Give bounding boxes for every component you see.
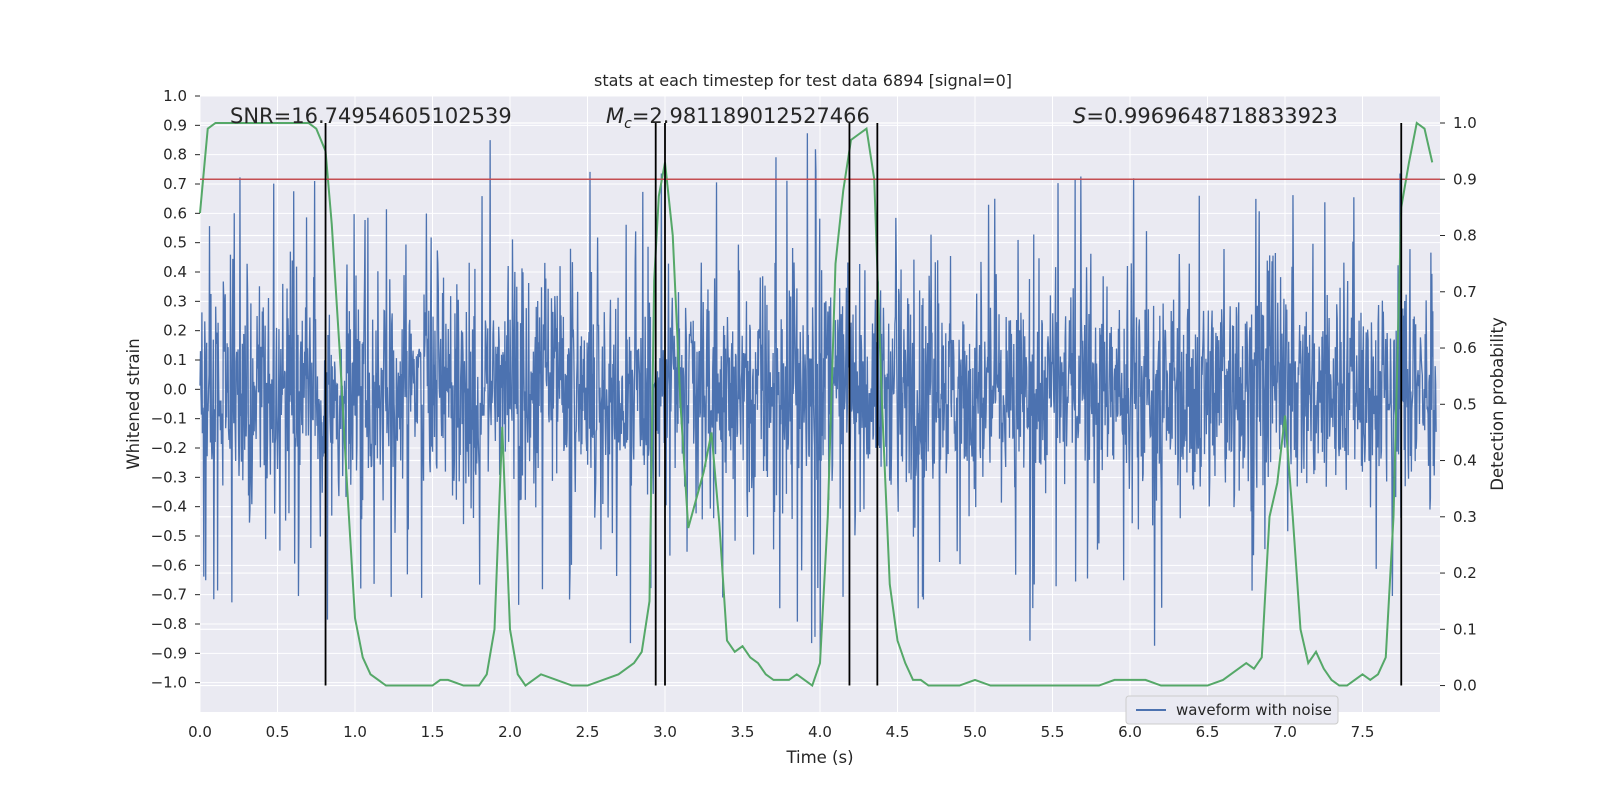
y2-tick-label: 0.2 [1453,564,1477,582]
y2-tick-label: 0.1 [1453,620,1477,638]
x-tick-label: 7.5 [1351,723,1375,741]
chart-title: stats at each timestep for test data 689… [594,71,1012,90]
y-tick-label: −0.1 [151,410,187,428]
x-tick-label: 1.0 [343,723,367,741]
y-tick-label: 1.0 [163,87,187,105]
strain-series [199,133,1437,659]
probability-line [199,121,1434,688]
y-tick-label: 0.3 [163,292,187,310]
x-tick-label: 3.5 [731,723,755,741]
y-tick-label: 0.6 [163,204,187,222]
chirp-mass-subscript: c [624,116,632,132]
y2-tick-label: 0.9 [1453,170,1477,188]
x-ticks: 0.0 0.5 1.0 1.5 2.0 2.5 3.0 3.5 4.0 4.5 5.0 5.5 6.0 6… [188,723,1374,741]
x-tick-label: 3.0 [653,723,677,741]
x-tick-label: 0.0 [188,723,212,741]
legend-box [1125,695,1339,725]
y-tick-label: 0.1 [163,351,187,369]
x-tick-label: 2.5 [576,723,600,741]
y2-tick-label: 0.5 [1453,395,1477,413]
y-ticks: 1.0 0.9 0.8 0.7 0.6 0.5 0.4 0.3 0.2 0.1 0.0 −0.1 −0.… [151,87,200,692]
y-tick-label: −0.4 [151,498,187,516]
y2-axis-label: Detection probability [1488,317,1507,491]
y2-ticks: 1.0 0.9 0.8 0.7 0.6 0.5 0.4 0.3 0.2 0.1 0.0 [1440,114,1477,695]
y2-tick-label: 0.8 [1453,227,1477,245]
y-tick-label: −0.7 [151,586,187,604]
x-tick-label: 6.5 [1196,723,1220,741]
x-tick-label: 5.0 [963,723,987,741]
y-tick-label: −0.6 [151,556,187,574]
chirp-mass-annotation: Mc=2.981189012527466 [606,104,870,132]
y2-tick-label: 0.0 [1453,677,1477,695]
chirp-mass-symbol: M [606,104,624,128]
x-tick-label: 6.0 [1118,723,1142,741]
x-tick-label: 4.0 [808,723,832,741]
snr-annotation: SNR=16.74954605102539 [230,104,512,128]
y2-tick-label: 0.3 [1453,508,1477,526]
legend: waveform with noise [1125,695,1339,725]
x-axis-label: Time (s) [785,748,853,767]
y-tick-label: 0.4 [163,263,187,281]
y-tick-label: −0.2 [151,439,187,457]
y-tick-label: −0.5 [151,527,187,545]
y-tick-label: 0.5 [163,234,187,252]
y2-tick-label: 0.6 [1453,339,1477,357]
y-tick-label: 0.2 [163,322,187,340]
legend-label-waveform: waveform with noise [1176,701,1332,719]
x-tick-label: 5.5 [1041,723,1065,741]
chirp-mass-value: =2.981189012527466 [632,104,870,128]
significance-value: =0.9969648718833923 [1086,104,1337,128]
y-axis-label: Whitened strain [124,338,143,469]
waveform-line [199,133,1437,659]
significance-symbol: S [1073,104,1086,128]
y2-tick-label: 0.4 [1453,452,1477,470]
y-tick-label: 0.8 [163,146,187,164]
x-tick-label: 4.5 [886,723,910,741]
y2-tick-label: 1.0 [1453,114,1477,132]
y-tick-label: −1.0 [151,674,187,692]
y-tick-label: 0.7 [163,175,187,193]
x-tick-label: 7.0 [1273,723,1297,741]
x-tick-label: 0.5 [266,723,290,741]
significance-annotation: S=0.9969648718833923 [1073,104,1338,128]
x-tick-label: 2.0 [498,723,522,741]
y2-tick-label: 0.7 [1453,283,1477,301]
y-tick-label: −0.8 [151,615,187,633]
y-tick-label: −0.9 [151,644,187,662]
y-tick-label: −0.3 [151,468,187,486]
x-tick-label: 1.5 [421,723,445,741]
probability-series [199,121,1440,688]
event-markers [324,123,1403,686]
y-tick-label: 0.9 [163,116,187,134]
y-tick-label: 0.0 [163,380,187,398]
